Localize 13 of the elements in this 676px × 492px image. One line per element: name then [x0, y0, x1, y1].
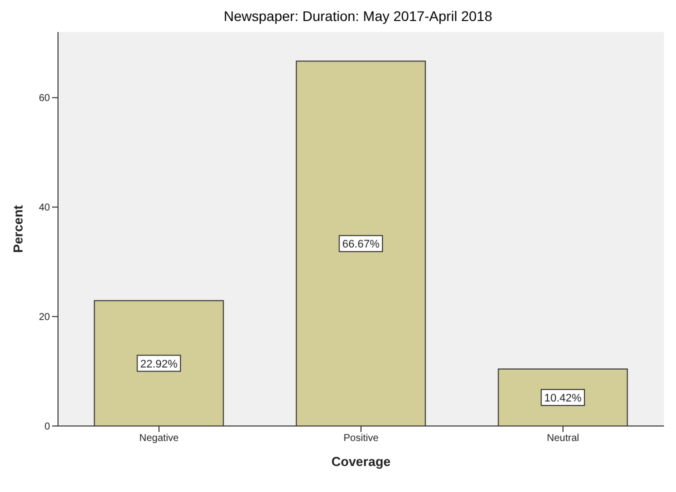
- y-tick-label: 20: [38, 312, 50, 324]
- y-tick-label: 40: [38, 202, 50, 214]
- y-axis-title: Percent: [10, 204, 26, 253]
- x-tick-label: Negative: [139, 433, 180, 444]
- x-tick-label: Positive: [343, 433, 379, 444]
- chart-title: Newspaper: Duration: May 2017-April 2018: [222, 8, 494, 24]
- data-label: 10.42%: [544, 392, 582, 404]
- data-label: 66.67%: [342, 238, 380, 251]
- x-axis-title: Coverage: [331, 454, 391, 469]
- data-label: 22.92%: [140, 358, 178, 370]
- y-tick-label: 60: [38, 93, 50, 104]
- y-tick-label: 0: [44, 422, 50, 433]
- x-tick-label: Neutral: [546, 433, 580, 444]
